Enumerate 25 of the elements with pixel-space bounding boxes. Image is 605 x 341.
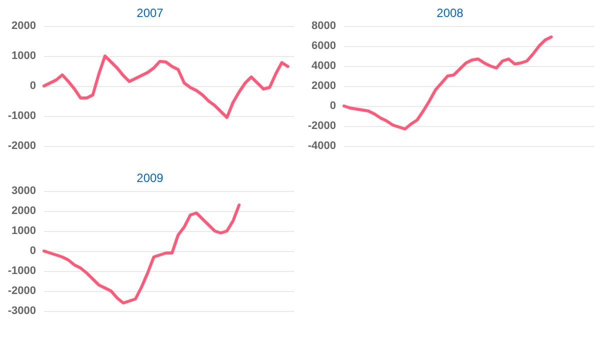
y-tick-label: 1000	[12, 50, 36, 62]
y-tick-label: -1000	[8, 265, 36, 277]
y-tick-label: -2000	[8, 285, 36, 297]
y-tick-label: 0	[30, 80, 36, 92]
y-tick-label: -2000	[308, 120, 336, 132]
y-tick-label: 6000	[312, 40, 336, 52]
y-tick-label: -1000	[8, 110, 36, 122]
line-series	[42, 54, 290, 119]
y-tick-label: 0	[30, 245, 36, 257]
y-tick-label: 2000	[12, 205, 36, 217]
y-tick-label: 8000	[312, 20, 336, 32]
chart-title: 2007	[136, 6, 164, 20]
y-tick-label: 2000	[12, 20, 36, 32]
chart-title: 2009	[136, 171, 164, 185]
line-series	[42, 204, 241, 304]
y-tick-label: 4000	[312, 60, 336, 72]
y-tick-label: -2000	[8, 140, 36, 152]
line-series	[342, 36, 553, 130]
chart-title: 2008	[436, 6, 464, 20]
y-tick-label: 1000	[12, 225, 36, 237]
y-tick-label: 3000	[12, 185, 36, 197]
y-tick-label: -3000	[8, 305, 36, 317]
y-tick-label: 0	[330, 100, 336, 112]
y-tick-label: 2000	[312, 80, 336, 92]
y-tick-label: -4000	[308, 140, 336, 152]
